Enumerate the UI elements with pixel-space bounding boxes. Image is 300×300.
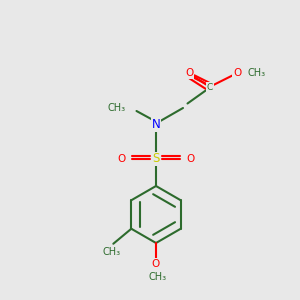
Text: O: O <box>152 259 160 269</box>
Text: CH₃: CH₃ <box>103 247 121 257</box>
Text: N: N <box>152 118 160 131</box>
Text: O: O <box>185 68 193 79</box>
Text: O: O <box>186 154 195 164</box>
Text: CH₃: CH₃ <box>248 68 266 79</box>
Text: CH₃: CH₃ <box>148 272 166 281</box>
Text: O: O <box>233 68 241 79</box>
Text: C: C <box>207 82 213 91</box>
Text: O: O <box>117 154 126 164</box>
Text: CH₃: CH₃ <box>108 103 126 113</box>
Text: S: S <box>152 152 160 166</box>
